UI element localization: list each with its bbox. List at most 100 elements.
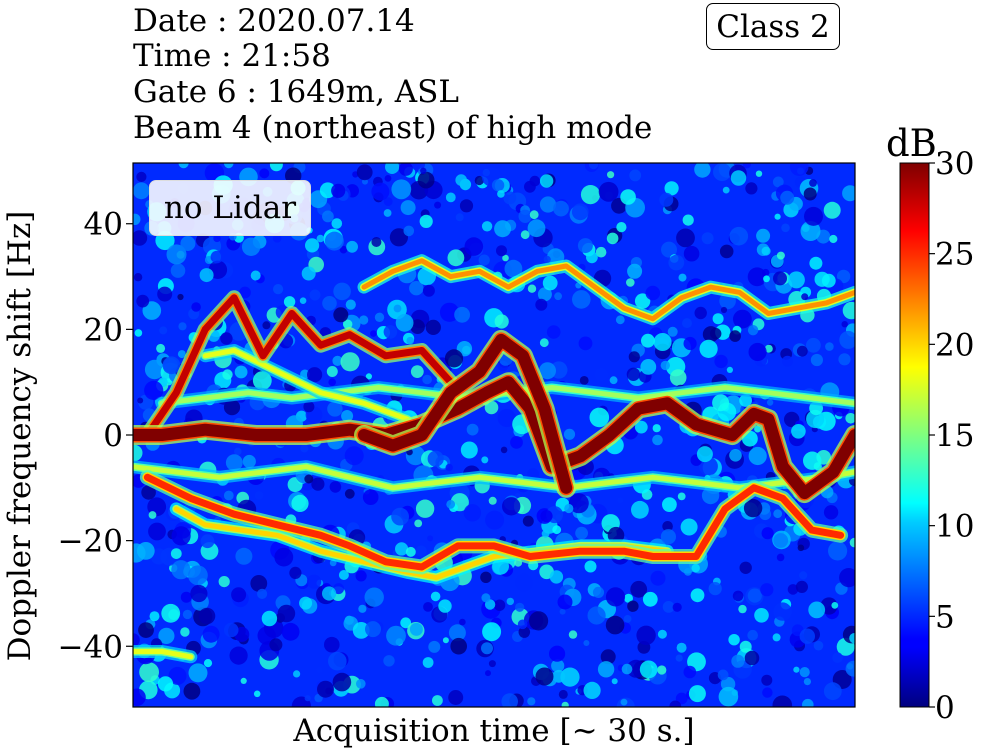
noise-speckle (474, 175, 484, 186)
noise-speckle (481, 221, 493, 232)
noise-speckle (504, 259, 523, 278)
noise-speckle (761, 527, 774, 540)
noise-speckle (583, 681, 601, 700)
noise-speckle (482, 622, 502, 642)
noise-speckle (728, 634, 740, 646)
noise-speckle (701, 232, 714, 245)
noise-speckle (177, 350, 186, 359)
noise-speckle (546, 325, 561, 339)
noise-speckle (480, 571, 492, 583)
noise-speckle (631, 500, 649, 519)
noise-speckle (552, 525, 562, 535)
noise-speckle (278, 448, 292, 462)
noise-speckle (809, 256, 823, 270)
y-axis-ticks: −40 −20 0 20 40 (58, 207, 133, 665)
noise-speckle (463, 504, 482, 522)
noise-speckle (240, 677, 247, 685)
noise-speckle (364, 587, 384, 607)
noise-speckle (482, 168, 490, 177)
noise-speckle (586, 251, 598, 264)
noise-speckle (316, 666, 323, 673)
noise-speckle (583, 640, 590, 646)
noise-speckle (781, 223, 790, 233)
noise-speckle (795, 580, 809, 594)
noise-speckle (594, 367, 609, 382)
noise-speckle (561, 701, 569, 707)
noise-speckle (660, 529, 677, 545)
noise-speckle (747, 267, 767, 287)
noise-speckle (841, 321, 848, 328)
noise-speckle (419, 214, 433, 228)
noise-speckle (166, 244, 187, 265)
noise-speckle (253, 690, 261, 698)
noise-speckle (683, 336, 697, 351)
noise-speckle (605, 587, 626, 607)
noise-speckle (496, 245, 507, 257)
noise-speckle (657, 629, 667, 639)
noise-speckle (506, 597, 514, 606)
noise-speckle (642, 591, 658, 607)
noise-speckle (743, 498, 763, 518)
noise-speckle (355, 570, 367, 582)
noise-speckle (200, 534, 215, 549)
noise-speckle (299, 596, 313, 610)
noise-speckle (551, 659, 565, 673)
noise-speckle (584, 560, 597, 573)
noise-speckle (414, 519, 423, 528)
noise-speckle (730, 170, 747, 186)
noise-speckle (502, 497, 521, 516)
noise-speckle (362, 489, 379, 506)
noise-speckle (393, 304, 402, 313)
noise-speckle (747, 588, 762, 603)
noise-speckle (527, 284, 537, 293)
noise-speckle (170, 548, 182, 559)
noise-speckle (448, 624, 466, 642)
noise-speckle (459, 199, 474, 213)
noise-speckle (657, 665, 667, 675)
noise-speckle (605, 615, 625, 635)
noise-speckle (683, 665, 697, 679)
noise-speckle (269, 163, 283, 172)
noise-speckle (481, 593, 491, 603)
noise-speckle (371, 237, 382, 247)
noise-speckle (773, 533, 789, 548)
noise-speckle (229, 646, 248, 665)
noise-speckle (307, 574, 322, 589)
noise-speckle (773, 271, 787, 286)
noise-speckle (653, 333, 672, 351)
noise-speckle (491, 179, 505, 192)
noise-speckle (660, 360, 670, 371)
noise-speckle (384, 175, 392, 182)
noise-speckle (650, 570, 666, 586)
noise-speckle (682, 214, 694, 226)
noise-speckle (568, 630, 578, 639)
noise-speckle (568, 493, 589, 514)
noise-speckle (257, 588, 268, 600)
noise-speckle (374, 696, 389, 707)
noise-speckle (849, 633, 855, 644)
noise-speckle (549, 570, 564, 584)
noise-speckle (760, 583, 774, 597)
noise-speckle (722, 186, 730, 194)
noise-speckle (481, 456, 489, 464)
noise-speckle (223, 163, 234, 169)
noise-speckle (198, 607, 216, 625)
noise-speckle (403, 225, 415, 237)
noise-speckle (584, 163, 599, 172)
noise-speckle (710, 327, 722, 340)
noise-speckle (806, 337, 821, 353)
noise-speckle (448, 690, 464, 705)
noise-speckle (398, 163, 413, 176)
noise-speckle (628, 351, 640, 363)
noise-speckle (535, 298, 548, 311)
noise-speckle (579, 376, 589, 385)
header-time: Time : 21:58 (133, 38, 331, 74)
noise-speckle (766, 399, 774, 406)
noise-speckle (250, 575, 268, 592)
noise-speckle (762, 268, 770, 277)
noise-speckle (460, 441, 478, 459)
noise-speckle (617, 497, 624, 504)
noise-speckle (839, 330, 855, 349)
noise-speckle (328, 378, 337, 387)
noise-speckle (445, 463, 453, 472)
